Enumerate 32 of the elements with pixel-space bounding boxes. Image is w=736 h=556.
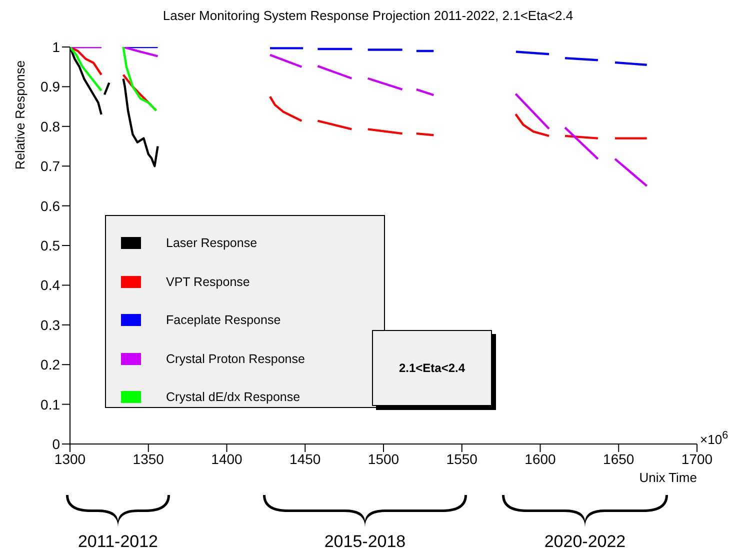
- legend-label: Crystal dE/dx Response: [166, 390, 300, 404]
- y-tick-label: 0.5: [40, 237, 60, 254]
- x-tick-label: 1350: [132, 450, 164, 467]
- x-tick-label: 1500: [368, 450, 400, 467]
- y-axis-title: Relative Response: [12, 60, 28, 170]
- x-tick-label: 1650: [603, 450, 634, 467]
- text: 2015-2018: [324, 532, 406, 552]
- y-tick-label: 0.3: [40, 316, 60, 333]
- y-tick-label: 0.9: [40, 78, 60, 95]
- y-tick-label: 1: [52, 38, 60, 55]
- legend-label: Laser Response: [166, 236, 258, 250]
- x-tick-label: 1600: [524, 450, 556, 467]
- x-tick-label: 1400: [211, 450, 243, 467]
- chart-title: Laser Monitoring System Response Projection 2011-2022, 2.1<Eta<2.4: [162, 8, 574, 23]
- y-tick-label: 0.1: [40, 396, 60, 412]
- y-tick-label: 0: [52, 436, 60, 452]
- x-tick-label: 1450: [290, 450, 321, 467]
- legend-label: Faceplate Response: [166, 313, 281, 328]
- y-tick-label: 0.4: [40, 277, 60, 294]
- y-tick-label: 0.2: [40, 356, 60, 373]
- x-axis-title: Unix Time: [639, 470, 697, 485]
- y-tick-label: 0.7: [40, 158, 60, 174]
- x-tick-label: 1700: [681, 450, 713, 467]
- text: 2020-2022: [544, 532, 626, 552]
- y-tick-label: 0.8: [40, 118, 60, 134]
- x-tick-label: 1300: [54, 450, 86, 467]
- legend-label: Crystal Proton Response: [166, 352, 305, 366]
- y-tick-label: 0.6: [40, 198, 60, 214]
- text: ×10$^{6}$: [700, 430, 728, 448]
- legend-label: VPT Response: [166, 274, 250, 289]
- text: 2011-2012: [78, 532, 158, 552]
- x-tick-label: 1550: [446, 450, 478, 467]
